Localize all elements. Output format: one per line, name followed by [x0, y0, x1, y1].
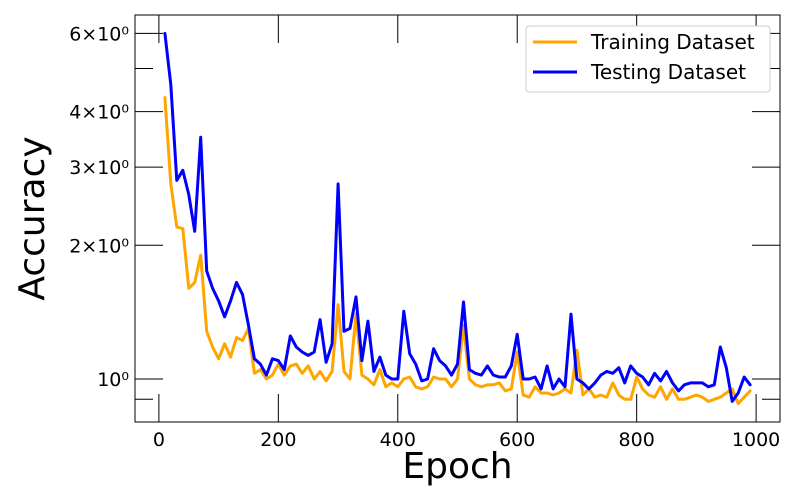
legend-label-testing: Testing Dataset: [590, 60, 746, 84]
ticks-layer: 0 200 400 600 800 1000 10⁰ 2×10⁰ 3×10⁰ 4×10⁰ 6×10⁰: [69, 15, 780, 451]
y-tick-label: 2×10⁰: [69, 235, 129, 257]
x-tick-label: 800: [619, 429, 655, 451]
y-axis-label: Accuracy: [12, 136, 53, 300]
series-line-training: [163, 96, 752, 406]
series-layer: [163, 31, 752, 406]
legend-label-training: Training Dataset: [590, 30, 755, 54]
y-tick-label: 3×10⁰: [69, 157, 129, 179]
plot-area: 0 200 400 600 800 1000 10⁰ 2×10⁰ 3×10⁰ 4×10⁰ 6×10⁰: [69, 14, 781, 451]
plot-frame: [134, 14, 781, 423]
legend-box: [525, 25, 771, 93]
legend: Training Dataset Testing Dataset: [525, 25, 771, 93]
y-tick-label: 6×10⁰: [69, 23, 129, 45]
x-tick-label: 1000: [732, 429, 780, 451]
x-tick-label: 600: [499, 429, 535, 451]
x-axis-label: Epoch: [402, 446, 512, 487]
y-tick-label: 10⁰: [97, 369, 129, 391]
x-tick-label: 400: [380, 429, 416, 451]
y-tick-label: 4×10⁰: [69, 102, 129, 124]
x-tick-label: 0: [153, 429, 165, 451]
x-tick-label: 200: [260, 429, 296, 451]
series-line-testing: [163, 31, 752, 403]
